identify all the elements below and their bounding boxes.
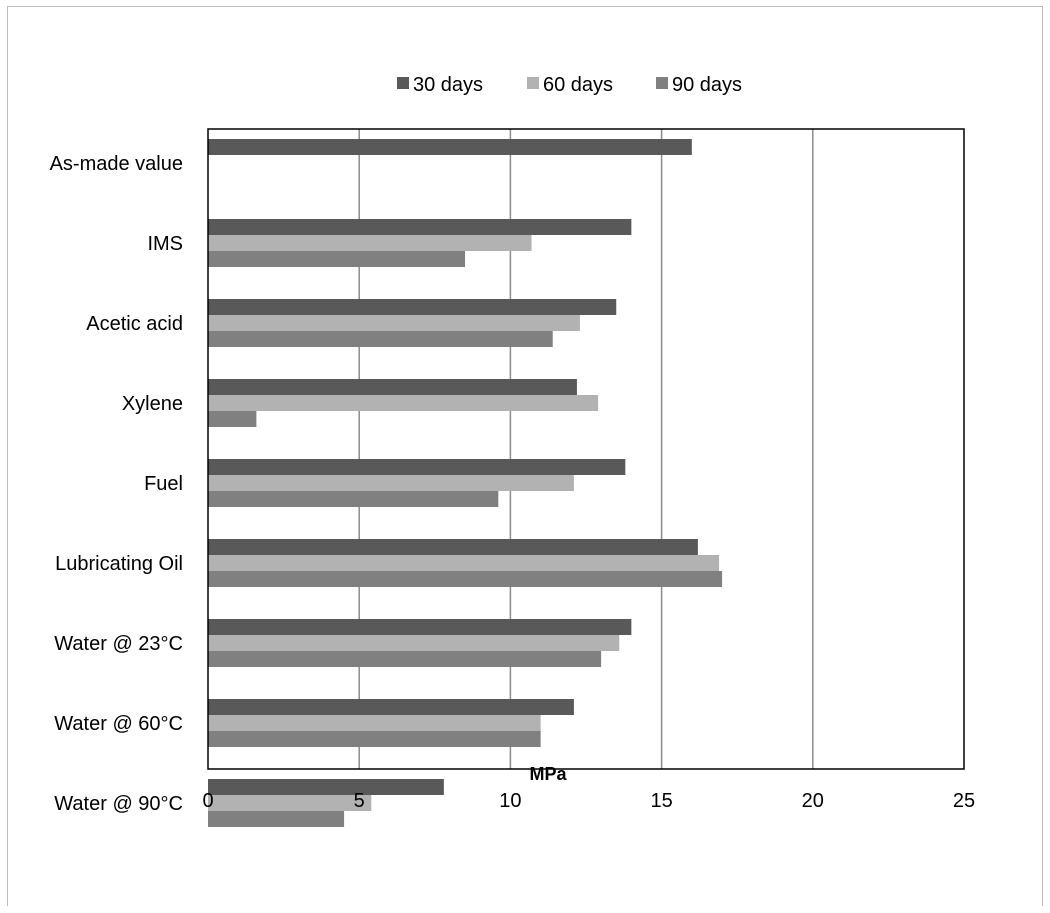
bar xyxy=(208,411,257,427)
bar xyxy=(208,539,698,555)
bar xyxy=(208,475,574,491)
legend-swatch xyxy=(527,77,539,89)
bar xyxy=(208,331,553,347)
bar xyxy=(208,619,632,635)
bar xyxy=(208,795,372,811)
chart-frame: 0 5 10 15 20 25 As-made value IMS Acetic acid Xy… xyxy=(7,6,1043,906)
legend-label: 30 days xyxy=(413,74,483,96)
x-tick-label: 15 xyxy=(650,790,672,812)
bar xyxy=(208,491,499,507)
bar xyxy=(208,251,466,267)
bar xyxy=(208,315,580,331)
bar xyxy=(208,699,574,715)
axes xyxy=(207,128,965,770)
bar xyxy=(208,651,602,667)
category-label: Water @ 60°C xyxy=(54,713,183,735)
legend: 30 days 60 days 90 days xyxy=(397,74,742,96)
x-tick-label: 10 xyxy=(499,790,521,812)
plot-area-border xyxy=(207,128,965,770)
bar xyxy=(208,779,444,795)
category-label: Lubricating Oil xyxy=(55,553,183,575)
x-tick-label: 20 xyxy=(802,790,824,812)
bars xyxy=(208,139,723,827)
bar xyxy=(208,715,541,731)
bar xyxy=(208,299,617,315)
x-tick-labels: 0 5 10 15 20 25 xyxy=(202,790,975,812)
bar xyxy=(208,379,577,395)
bar xyxy=(208,139,692,155)
x-tick-label: 5 xyxy=(354,790,365,812)
category-labels: As-made value IMS Acetic acid Xylene Fuel Lub… xyxy=(50,153,183,815)
bar xyxy=(208,235,532,251)
x-axis-title: MPa xyxy=(529,764,567,784)
bar xyxy=(208,811,345,827)
category-label: Xylene xyxy=(122,393,183,415)
category-label: Fuel xyxy=(144,473,183,495)
category-label: Water @ 90°C xyxy=(54,793,183,815)
bar xyxy=(208,219,632,235)
bar xyxy=(208,571,723,587)
bar xyxy=(208,635,620,651)
legend-label: 90 days xyxy=(672,74,742,96)
x-tick-label: 25 xyxy=(953,790,975,812)
legend-swatch xyxy=(656,77,668,89)
bar-chart: 0 5 10 15 20 25 As-made value IMS Acetic acid Xy… xyxy=(50,74,975,827)
category-label: Acetic acid xyxy=(86,313,183,335)
bar xyxy=(208,731,541,747)
bar xyxy=(208,459,626,475)
legend-swatch xyxy=(397,77,409,89)
x-tick-label: 0 xyxy=(202,790,213,812)
legend-label: 60 days xyxy=(543,74,613,96)
category-label: Water @ 23°C xyxy=(54,633,183,655)
bar xyxy=(208,555,720,571)
category-label: IMS xyxy=(147,233,183,255)
bar xyxy=(208,395,599,411)
category-label: As-made value xyxy=(50,153,183,175)
